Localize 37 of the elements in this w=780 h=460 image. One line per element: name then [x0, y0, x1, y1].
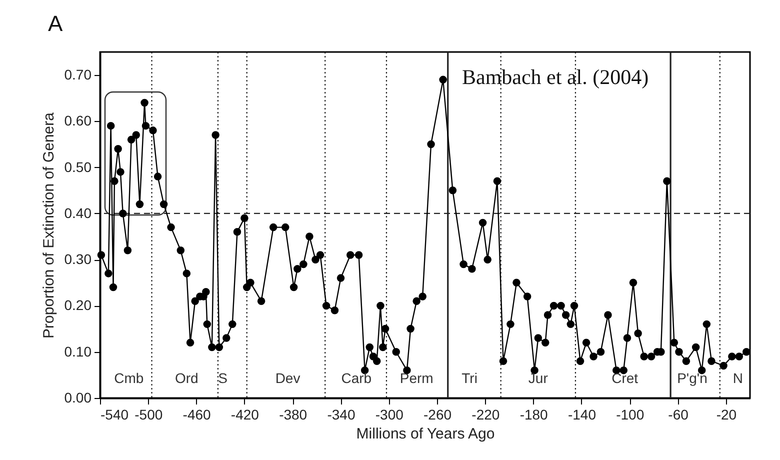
- x-tick-label: -20: [716, 406, 737, 422]
- y-tick-label: 0.40: [64, 204, 92, 221]
- x-axis-title: Millions of Years Ago: [356, 426, 495, 442]
- y-tick-label: 0.60: [64, 112, 92, 129]
- y-tick-label: 0.30: [64, 251, 92, 268]
- y-axis-title: Proportion of Extinction of Genera: [40, 112, 58, 338]
- x-tick-label: -220: [472, 406, 500, 422]
- annotation: Cret: [612, 370, 638, 386]
- annotation: Tri: [462, 370, 478, 386]
- annotation: Cmb: [114, 370, 144, 386]
- x-tick-label: -300: [375, 406, 404, 422]
- x-tick-label: -180: [520, 406, 548, 422]
- x-tick-label: -140: [568, 406, 596, 422]
- x-tick-label: -420: [230, 406, 260, 422]
- annotation: N: [732, 370, 744, 386]
- y-tick-label: 0.70: [64, 66, 92, 83]
- annotation: P'g'n: [677, 370, 708, 386]
- annotation: S: [218, 370, 228, 386]
- annotation: Perm: [400, 370, 434, 386]
- x-tick-label: -60: [668, 406, 689, 422]
- annotation: Carb: [341, 370, 372, 386]
- x-tick-label: -100: [616, 406, 644, 422]
- annotation: Bambach et al. (2004): [462, 65, 649, 89]
- y-tick-label: 0.50: [64, 158, 92, 175]
- x-tick-label: -380: [279, 406, 308, 422]
- x-tick-label: -460: [182, 406, 212, 422]
- annotation: Jur: [528, 370, 548, 386]
- y-tick-label: 0.20: [64, 297, 92, 314]
- annotation: Dev: [275, 370, 300, 386]
- text: A: [48, 11, 63, 36]
- x-tick-label: -340: [327, 406, 356, 422]
- x-tick-label: -500: [134, 406, 163, 422]
- annotation: Ord: [174, 370, 198, 386]
- x-tick-label: -260: [424, 406, 452, 422]
- y-tick-label: 0.00: [64, 390, 92, 406]
- y-tick-label: 0.10: [64, 343, 92, 360]
- x-tick-label: -540: [100, 406, 129, 422]
